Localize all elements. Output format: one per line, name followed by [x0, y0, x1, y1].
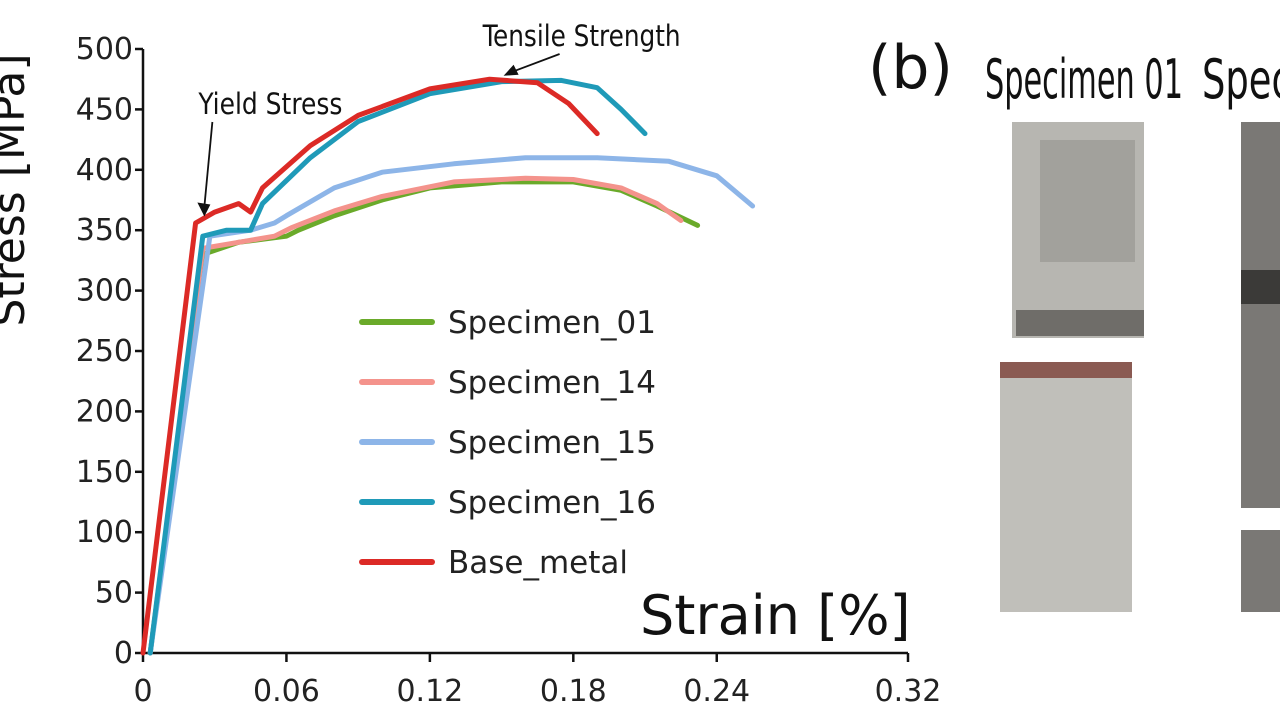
- x-tick-label: 0.06: [253, 674, 320, 709]
- legend: Specimen_01 Specimen_14 Specimen_15 Specime…: [359, 305, 656, 581]
- legend-label: Base_metal: [448, 545, 628, 581]
- legend-label: Specimen_15: [448, 425, 656, 461]
- y-tick-label: 150: [76, 455, 133, 490]
- y-tick-label: 450: [76, 92, 133, 127]
- annotation-arrow: [509, 53, 560, 74]
- y-tick-label: 350: [76, 213, 133, 248]
- series-lines: [140, 76, 756, 656]
- panel-label: (b): [868, 33, 953, 103]
- specimen-01-neck: [1016, 310, 1144, 336]
- annotations: Yield Stress Tensile Strength: [197, 19, 681, 217]
- x-tick-label: 0.32: [875, 674, 942, 709]
- x-axis-label: Strain [%]: [640, 584, 911, 647]
- annotation-arrowhead: [197, 202, 211, 217]
- y-axis-label: Stress [MPa]: [0, 53, 35, 326]
- y-tick-label: 0: [114, 636, 133, 671]
- x-tick-label: 0: [133, 674, 152, 709]
- specimen-16-weld-line: [1241, 270, 1280, 304]
- x-tick-label: 0.18: [540, 674, 607, 709]
- specimen-01-lower-half: [1000, 362, 1132, 612]
- x-tick-label: 0.24: [683, 674, 750, 709]
- photo-caption-specimen-01: Specimen 01: [985, 48, 1183, 111]
- annotation-arrowhead: [503, 64, 519, 76]
- y-tick-label: 500: [76, 32, 133, 67]
- series-line-specimen-14: [147, 175, 684, 656]
- legend-label: Specimen_16: [448, 485, 656, 521]
- series-line-specimen-01: [147, 179, 701, 656]
- y-tick-label: 50: [95, 576, 133, 611]
- specimen-01-fracture-edge: [1000, 362, 1132, 378]
- y-tick-label: 300: [76, 274, 133, 309]
- photo-caption-specimen-partial: Speci: [1202, 48, 1280, 111]
- specimen-16-fracture-gap: [1241, 508, 1280, 530]
- y-tick-label: 100: [76, 515, 133, 550]
- specimen-photo-panel: (b) Specimen 01 Speci: [868, 33, 1280, 612]
- specimen-01-upper-mark: [1040, 140, 1135, 262]
- axes: 0 50 100 150 200 250 300 350 400 450 500 0 0.06 0.12…: [76, 32, 942, 709]
- series-line-specimen-16: [147, 77, 648, 656]
- annotation-yield-stress: Yield Stress: [197, 87, 342, 121]
- series-line-base-metal: [140, 76, 600, 656]
- x-tick-label: 0.12: [396, 674, 463, 709]
- y-tick-label: 250: [76, 334, 133, 369]
- annotation-arrow: [203, 121, 214, 207]
- legend-label: Specimen_14: [448, 365, 656, 401]
- legend-label: Specimen_01: [448, 305, 656, 341]
- specimen-16-partial: [1241, 122, 1280, 612]
- y-tick-label: 400: [76, 153, 133, 188]
- y-tick-label: 200: [76, 394, 133, 429]
- annotation-tensile-strength: Tensile Strength: [482, 19, 681, 53]
